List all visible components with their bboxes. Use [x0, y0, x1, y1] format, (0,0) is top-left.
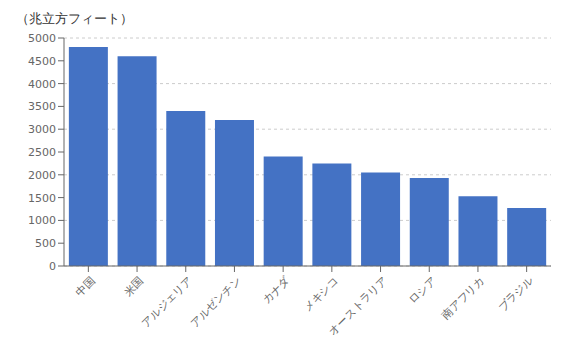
svg-text:南アフリカ: 南アフリカ [439, 274, 487, 322]
svg-text:1500: 1500 [28, 192, 56, 205]
svg-text:オーストラリア: オーストラリア [326, 274, 390, 338]
svg-text:4500: 4500 [28, 55, 56, 68]
html-text:（兆立方フィート）: （兆立方フィート） [16, 11, 133, 26]
svg-text:5000: 5000 [28, 32, 56, 45]
svg-text:1000: 1000 [28, 214, 56, 227]
svg-text:500: 500 [35, 237, 56, 250]
svg-text:3500: 3500 [28, 100, 56, 113]
svg-text:アルゼンチン: アルゼンチン [188, 274, 244, 330]
svg-text:中国: 中国 [73, 274, 98, 299]
svg-text:4000: 4000 [28, 78, 56, 91]
svg-text:ブラジル: ブラジル [496, 274, 536, 314]
svg-text:アルジェリア: アルジェリア [139, 274, 195, 330]
svg-text:カナダ: カナダ [260, 273, 293, 306]
svg-text:2500: 2500 [28, 146, 56, 159]
svg-text:米国: 米国 [121, 274, 146, 299]
svg-text:2000: 2000 [28, 169, 56, 182]
svg-text:ロシア: ロシア [406, 274, 439, 307]
svg-text:3000: 3000 [28, 123, 56, 136]
svg-text:メキシコ: メキシコ [301, 274, 341, 314]
svg-text:0: 0 [49, 260, 56, 273]
